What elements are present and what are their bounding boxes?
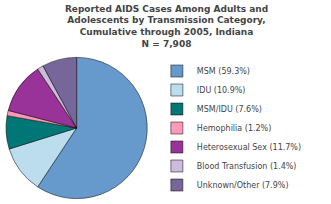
svg-text:IDU (10.9%): IDU (10.9%)	[197, 86, 246, 95]
svg-text:MSM/IDU (7.6%): MSM/IDU (7.6%)	[197, 105, 262, 114]
svg-text:Heterosexual Sex (11.7%): Heterosexual Sex (11.7%)	[197, 143, 301, 152]
svg-text:Unknown/Other (7.9%): Unknown/Other (7.9%)	[197, 181, 289, 190]
svg-text:MSM (59.3%): MSM (59.3%)	[197, 67, 250, 76]
svg-text:Hemophilia (1.2%): Hemophilia (1.2%)	[197, 124, 271, 133]
svg-text:Blood Transfusion (1.4%): Blood Transfusion (1.4%)	[197, 162, 297, 171]
svg-text:Reported AIDS Cases Among Adul: Reported AIDS Cases Among Adults andAdol…	[65, 4, 268, 49]
